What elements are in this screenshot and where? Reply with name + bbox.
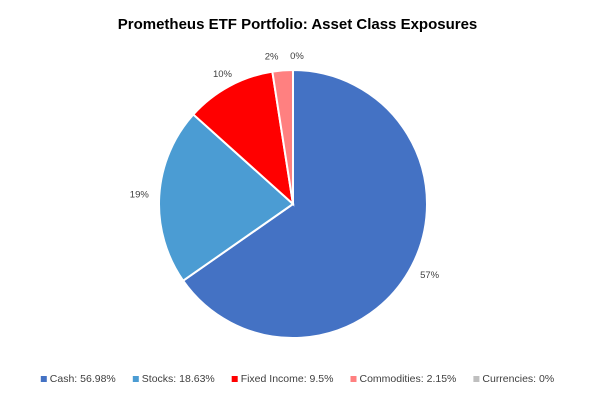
legend-item-cash: Cash: 56.98% <box>40 373 116 385</box>
legend-item-commodities: Commodities: 2.15% <box>350 373 457 385</box>
pie-slice-fixed-income <box>191 70 295 207</box>
legend-item-stocks: Stocks: 18.63% <box>132 373 215 385</box>
legend-label: Commodities: 2.15% <box>360 373 457 385</box>
data-label-fixed-income: 10% <box>213 69 233 80</box>
data-labels: 57% 19% 10% 2% 0% <box>130 51 440 281</box>
pie-slice-commodities <box>271 68 294 205</box>
chart-title: Prometheus ETF Portfolio: Asset Class Ex… <box>118 16 478 33</box>
pie-slice-stocks <box>158 113 295 283</box>
legend: Cash: 56.98% Stocks: 18.63% Fixed Income: … <box>40 373 554 385</box>
pie-slice-cash <box>181 68 428 339</box>
legend-label: Cash: 56.98% <box>50 373 116 385</box>
data-label-cash: 57% <box>420 270 440 281</box>
legend-label: Fixed Income: 9.5% <box>241 373 334 385</box>
legend-swatch <box>231 376 238 382</box>
legend-swatch <box>473 376 480 382</box>
legend-swatch <box>132 376 139 382</box>
pie-slices <box>158 68 428 339</box>
legend-swatch <box>40 376 47 382</box>
legend-item-fixed-income: Fixed Income: 9.5% <box>231 373 334 385</box>
legend-label: Currencies: 0% <box>482 373 554 385</box>
legend-item-currencies: Currencies: 0% <box>473 373 554 385</box>
data-label-stocks: 19% <box>130 190 150 201</box>
data-label-commodities: 2% <box>265 51 279 62</box>
data-label-currencies: 0% <box>290 51 304 62</box>
legend-label: Stocks: 18.63% <box>142 373 215 385</box>
legend-swatch <box>350 376 357 382</box>
